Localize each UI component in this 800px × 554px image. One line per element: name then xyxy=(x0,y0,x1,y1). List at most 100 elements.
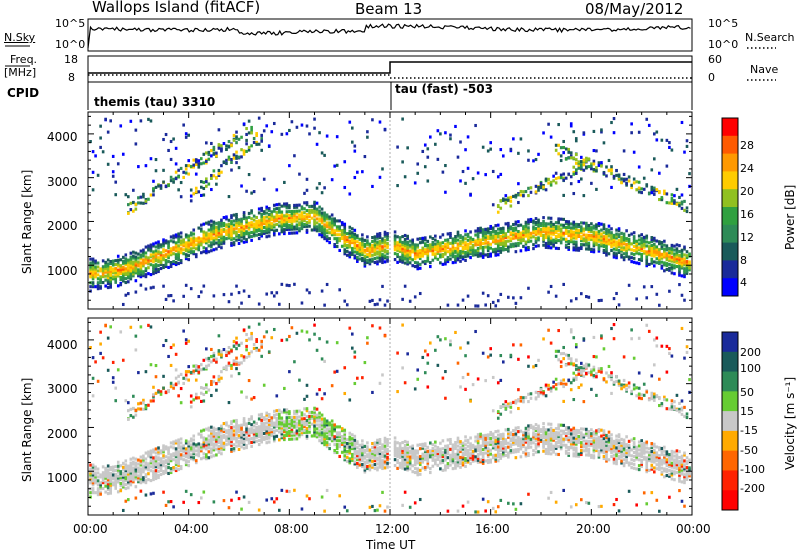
power-cell xyxy=(459,243,462,248)
velocity-cell xyxy=(318,417,321,421)
power-cell xyxy=(127,280,130,284)
power-cell xyxy=(620,249,623,253)
velocity-cell xyxy=(272,421,276,425)
velocity-cell xyxy=(144,461,148,465)
power-cell xyxy=(557,122,560,127)
power-cell xyxy=(96,173,100,177)
power-cell xyxy=(554,238,558,242)
velocity-cell xyxy=(199,445,203,449)
velocity-cell xyxy=(237,343,241,347)
power-cell xyxy=(177,252,180,256)
power-cell xyxy=(283,220,286,224)
power-cell xyxy=(685,209,689,214)
velocity-cell xyxy=(179,467,183,471)
velocity-cell xyxy=(182,450,185,454)
power-cell xyxy=(157,240,160,244)
velocity-cell xyxy=(167,462,170,466)
power-cell xyxy=(235,226,238,230)
power-cell xyxy=(285,210,289,214)
velocity-cell xyxy=(270,434,274,438)
velocity-cell xyxy=(240,429,243,433)
power-cell xyxy=(456,246,460,250)
velocity-cell xyxy=(300,427,304,431)
power-cell xyxy=(192,242,196,246)
power-cell xyxy=(91,170,95,174)
power-cell xyxy=(393,240,397,244)
velocity-cell xyxy=(265,435,269,439)
power-cell xyxy=(212,148,216,152)
power-cell xyxy=(96,269,100,273)
power-cell xyxy=(683,253,686,257)
velocity-cell xyxy=(252,342,256,347)
power-cell xyxy=(663,253,666,257)
power-cell xyxy=(577,232,581,237)
power-cell xyxy=(582,229,586,233)
power-cell xyxy=(396,145,399,149)
power-cell xyxy=(265,229,269,233)
power-cell xyxy=(569,124,573,128)
power-cell xyxy=(240,184,243,188)
power-cell xyxy=(164,249,168,253)
power-cell xyxy=(149,247,153,251)
velocity-cell xyxy=(396,351,399,355)
power-cell xyxy=(411,238,414,242)
power-cell xyxy=(187,172,191,176)
velocity-cell xyxy=(106,476,110,480)
velocity-cell xyxy=(91,483,95,487)
power-cell xyxy=(192,246,196,250)
velocity-cell xyxy=(381,453,384,457)
power-cell xyxy=(595,166,598,170)
power-cell xyxy=(177,244,180,248)
velocity-cell xyxy=(121,465,125,469)
velocity-cell xyxy=(217,444,221,449)
power-cell xyxy=(401,244,404,248)
power-cell xyxy=(532,159,535,163)
velocity-cell xyxy=(139,467,143,471)
velocity-cell xyxy=(318,433,321,437)
velocity-cell xyxy=(265,330,269,334)
power-cell xyxy=(149,249,153,253)
velocity-cell xyxy=(230,437,233,442)
power-cell xyxy=(247,223,251,227)
velocity-cell xyxy=(235,422,238,426)
power-cell xyxy=(464,252,467,257)
power-cell xyxy=(554,230,558,235)
power-cell xyxy=(512,234,515,238)
velocity-cell xyxy=(285,489,289,493)
power-cell xyxy=(177,188,180,192)
velocity-cell xyxy=(217,352,221,356)
power-cell xyxy=(627,283,631,287)
power-cell xyxy=(539,231,543,236)
power-cell xyxy=(187,242,191,246)
power-cell xyxy=(235,212,238,217)
power-cell xyxy=(363,258,367,262)
power-cell xyxy=(235,222,238,226)
velocity-cell xyxy=(101,481,105,485)
power-cell xyxy=(564,243,568,247)
power-cell xyxy=(99,281,102,285)
power-cell xyxy=(494,304,498,308)
velocity-cell xyxy=(260,343,263,347)
power-cell xyxy=(242,215,246,219)
power-cell xyxy=(91,259,95,263)
power-cell xyxy=(270,214,274,218)
power-cell xyxy=(436,129,440,133)
power-cell xyxy=(559,235,563,239)
power-cell xyxy=(320,289,324,293)
velocity-cell xyxy=(343,448,347,452)
velocity-cell xyxy=(290,427,294,431)
velocity-cell xyxy=(106,480,110,484)
velocity-cell xyxy=(288,370,291,374)
power-cell xyxy=(207,238,211,242)
power-cell xyxy=(569,182,573,186)
velocity-cell xyxy=(99,351,102,355)
power-cell xyxy=(99,277,102,281)
power-cell xyxy=(308,218,311,222)
power-cell xyxy=(139,261,143,265)
velocity-cell xyxy=(237,497,241,501)
velocity-cell xyxy=(230,430,233,434)
velocity-cell xyxy=(124,467,128,471)
velocity-cell xyxy=(91,487,95,491)
power-cell xyxy=(416,267,420,271)
velocity-cell xyxy=(378,445,382,450)
